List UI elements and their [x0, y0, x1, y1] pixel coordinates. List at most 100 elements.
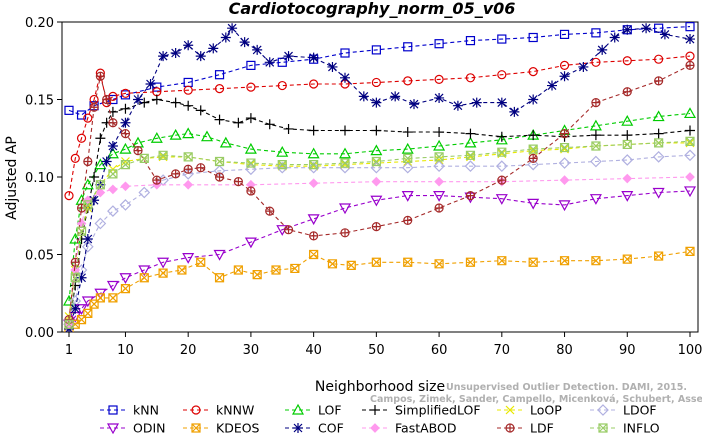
data-point	[496, 97, 507, 108]
data-point	[120, 103, 131, 114]
data-point	[495, 133, 508, 145]
legend-item: COF	[285, 421, 344, 434]
data-point	[622, 130, 633, 141]
data-point	[196, 163, 206, 173]
data-point	[597, 44, 608, 55]
legend-marker	[108, 405, 118, 415]
x-tick-label: 70	[494, 343, 511, 358]
series-line	[68, 64, 691, 320]
data-point	[119, 199, 132, 211]
data-point	[83, 156, 93, 167]
legend: kNN kNNW LOF SimplifiedLOF LoOP LDOF ODIN KDEOS…	[100, 403, 660, 434]
data-point	[641, 23, 652, 34]
data-point	[265, 206, 275, 216]
data-point	[246, 60, 256, 71]
legend-label: LOF	[318, 403, 342, 418]
data-point	[276, 145, 289, 157]
data-point	[683, 107, 697, 119]
legend-marker	[370, 405, 380, 415]
data-point	[528, 66, 538, 77]
legend-marker	[597, 404, 609, 416]
data-point	[589, 194, 602, 205]
data-point	[107, 141, 118, 151]
data-point	[403, 215, 413, 225]
legend-item: LDOF	[590, 403, 657, 418]
data-point	[89, 172, 100, 182]
data-point	[434, 203, 444, 213]
legend-label: FastABOD	[395, 421, 457, 434]
legend-marker	[106, 423, 120, 434]
data-point	[652, 110, 665, 122]
data-point	[245, 113, 256, 124]
legend-label: INFLO	[623, 421, 660, 434]
data-point	[139, 153, 149, 163]
data-point	[497, 70, 507, 80]
data-point	[434, 39, 444, 49]
data-point	[434, 92, 445, 103]
data-point	[409, 99, 419, 110]
data-point	[371, 45, 381, 55]
data-point	[271, 265, 281, 275]
data-point	[233, 177, 243, 187]
data-point	[403, 257, 413, 267]
legend-item: LOF	[285, 403, 342, 418]
data-point	[214, 172, 225, 182]
data-point	[653, 128, 664, 139]
legend-marker	[598, 423, 608, 433]
data-point	[169, 128, 182, 140]
data-point	[654, 76, 664, 86]
data-point	[402, 127, 413, 138]
x-tick-label: 80	[556, 343, 573, 358]
legend-label: KDEOS	[216, 421, 260, 434]
legend-label: kNN	[133, 403, 159, 418]
data-point	[133, 94, 143, 105]
data-point	[208, 43, 219, 54]
data-point	[338, 147, 352, 159]
data-point	[358, 91, 369, 102]
data-point	[685, 246, 695, 256]
data-point	[283, 123, 294, 134]
data-point	[183, 40, 194, 51]
data-point	[120, 88, 131, 98]
data-point	[621, 154, 634, 166]
data-point	[434, 259, 444, 269]
x-tick-label: 100	[678, 343, 702, 358]
data-point	[434, 155, 444, 165]
data-point	[465, 73, 476, 83]
data-point	[652, 187, 665, 199]
data-point	[82, 234, 93, 244]
data-point	[150, 132, 163, 143]
data-point	[558, 157, 571, 169]
data-point	[183, 164, 193, 174]
data-point	[276, 161, 289, 174]
legend-item: kNNW	[183, 403, 254, 418]
data-point	[182, 127, 195, 139]
data-point	[252, 270, 262, 280]
x-tick-label: 1	[65, 343, 73, 358]
y-tick-label: 0.00	[25, 326, 54, 341]
legend-marker	[293, 423, 303, 433]
x-tick-label: 50	[368, 343, 385, 358]
data-point	[64, 105, 74, 115]
x-tick-label: 10	[117, 343, 134, 358]
data-point	[120, 129, 131, 139]
legend-marker	[291, 403, 305, 415]
data-point	[183, 179, 194, 190]
data-point	[621, 114, 634, 126]
data-point	[252, 44, 263, 55]
data-point	[283, 51, 294, 62]
series-knnw	[64, 51, 695, 201]
data-point	[591, 57, 601, 67]
series-line	[68, 176, 691, 325]
y-axis-label: Adjusted AP	[4, 136, 20, 220]
data-point	[64, 191, 74, 201]
data-point	[433, 191, 446, 202]
data-point	[684, 149, 696, 162]
data-point	[233, 117, 244, 128]
data-point	[403, 153, 413, 163]
data-point	[370, 144, 383, 156]
data-point	[370, 195, 383, 207]
data-point	[219, 136, 232, 148]
data-point	[559, 256, 570, 266]
data-point	[685, 51, 695, 61]
